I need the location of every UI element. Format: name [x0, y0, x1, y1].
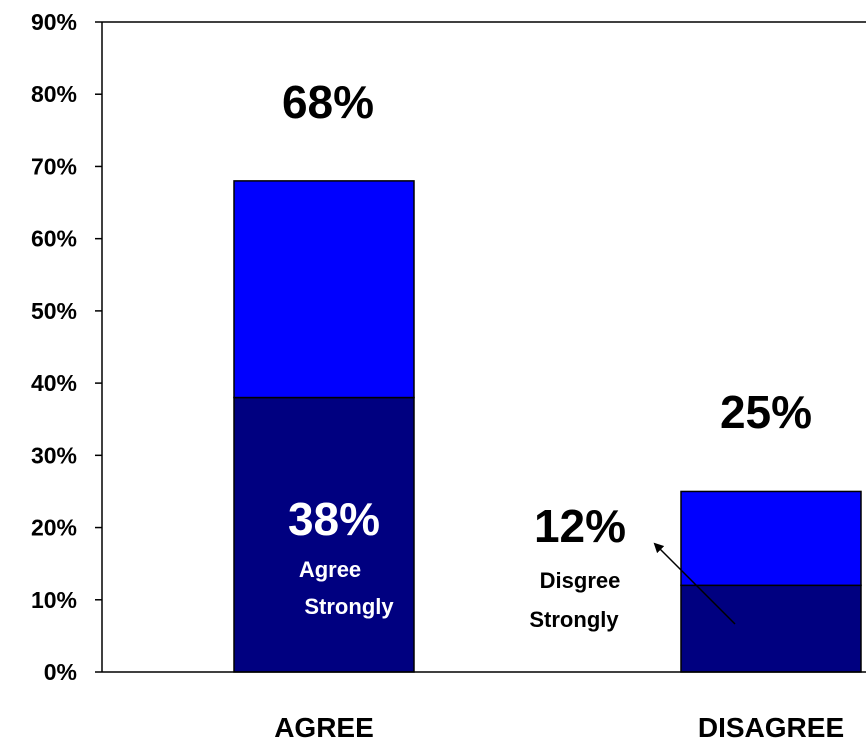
bar-segment-agree-strongly: [233, 396, 415, 673]
y-tick-label: 40%: [31, 370, 77, 396]
y-tick-label: 50%: [31, 298, 77, 324]
total-label: 25%: [720, 386, 812, 438]
annotation-arrow: [653, 542, 736, 625]
axes: 0% 10% 20% 30% 40% 50% 60% 70% 80% 90%: [31, 9, 866, 685]
annotation-text-label: Strongly: [529, 607, 619, 632]
bar-segment-agree-somewhat: [233, 180, 415, 399]
y-tick-label: 20%: [31, 515, 77, 541]
x-category-label: DISAGREE: [698, 712, 844, 741]
bar-segment-disagree-somewhat: [680, 490, 862, 587]
x-category-label: AGREE: [274, 712, 374, 741]
annotation-value-label: 12%: [534, 500, 626, 552]
labels: AGREE DISAGREE 68% 25% 38% Agree Strongly 12% Di…: [274, 76, 844, 741]
plot-area: [233, 180, 862, 673]
y-tick-label: 70%: [31, 153, 77, 179]
y-tick-label: 80%: [31, 81, 77, 107]
bar-segment-disagree-strongly: [680, 584, 862, 673]
annotation-text-label: Disgree: [540, 568, 621, 593]
segment-value-label: 38%: [288, 493, 380, 545]
y-tick-label: 30%: [31, 442, 77, 468]
y-tick-label: 10%: [31, 587, 77, 613]
y-tick-label: 60%: [31, 226, 77, 252]
segment-text-label: Strongly: [304, 594, 394, 619]
y-tick-label: 90%: [31, 9, 77, 35]
total-label: 68%: [282, 76, 374, 128]
y-tick-label: 0%: [44, 659, 77, 685]
segment-text-label: Agree: [299, 557, 361, 582]
